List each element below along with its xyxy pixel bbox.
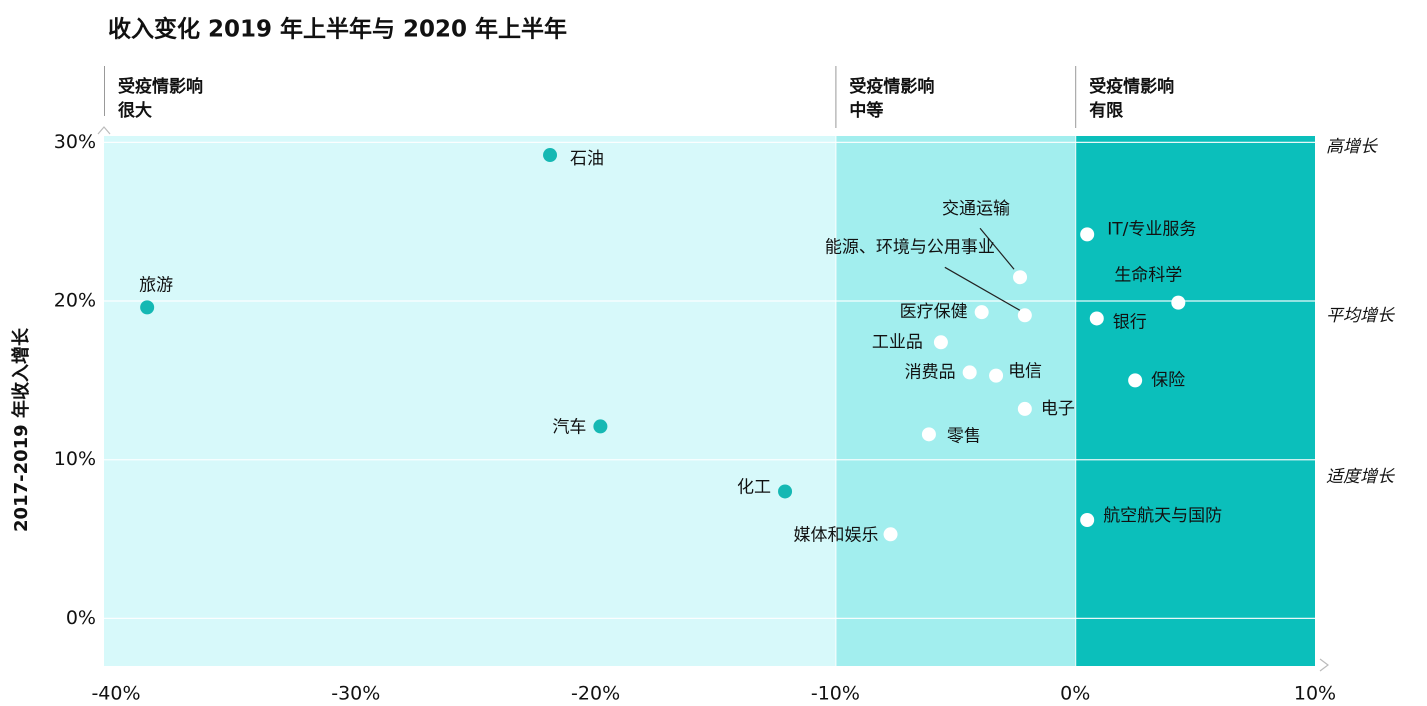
point — [1128, 373, 1143, 388]
point-label: 旅游 — [139, 275, 173, 295]
point-label: 医疗保健 — [900, 302, 968, 322]
point — [933, 335, 948, 350]
annotation: 高增长 — [1326, 137, 1378, 157]
point-label: 生命科学 — [1114, 266, 1182, 286]
point — [1017, 308, 1032, 323]
point — [883, 527, 898, 542]
point — [1171, 295, 1186, 310]
x-tick-label: -10% — [811, 683, 860, 705]
region-label: 受疫情影响 — [118, 76, 203, 97]
point — [1080, 513, 1095, 528]
point-label: 化工 — [737, 477, 771, 497]
annotation: 平均增长 — [1326, 306, 1395, 326]
point-label: 工业品 — [872, 332, 923, 352]
y-tick-label: 10% — [54, 448, 96, 470]
point — [543, 148, 558, 163]
point — [1080, 227, 1095, 242]
chart-title: 收入变化 2019 年上半年与 2020 年上半年 — [108, 16, 567, 43]
point-label: 航空航天与国防 — [1103, 506, 1222, 526]
y-tick-label: 0% — [66, 607, 96, 629]
region-label: 受疫情影响 — [849, 76, 934, 97]
region-label: 受疫情影响 — [1089, 76, 1174, 97]
x-tick-label: -40% — [91, 683, 140, 705]
point-label: 保险 — [1151, 370, 1185, 390]
x-tick-label: -30% — [331, 683, 380, 705]
point-label: 石油 — [570, 149, 604, 169]
point-label: IT/专业服务 — [1107, 219, 1196, 239]
region — [835, 136, 1076, 666]
point — [962, 365, 977, 380]
plot-background — [104, 66, 1315, 666]
region-label: 很大 — [118, 100, 152, 121]
y-axis-label: 2017-2019 年收入增长 — [10, 327, 32, 532]
point-label: 汽车 — [552, 417, 586, 437]
point — [921, 427, 936, 442]
y-tick-label: 20% — [54, 290, 96, 312]
region-label: 有限 — [1089, 100, 1123, 121]
point — [974, 305, 989, 320]
point-label: 零售 — [947, 426, 981, 446]
leader-line — [944, 266, 1021, 311]
annotation: 适度增长 — [1326, 467, 1395, 487]
point-label: 消费品 — [905, 362, 956, 382]
y-tick-label: 30% — [54, 131, 96, 153]
leader-line — [979, 227, 1015, 270]
region — [104, 136, 836, 666]
point — [778, 484, 793, 499]
point-label: 能源、环境与公用事业 — [825, 237, 995, 257]
x-tick-label: 10% — [1294, 683, 1336, 705]
region-label: 中等 — [849, 100, 883, 121]
point — [989, 368, 1004, 383]
point — [1089, 311, 1104, 326]
x-tick-label: -20% — [571, 683, 620, 705]
point-label: 电子 — [1041, 399, 1075, 419]
point-label: 媒体和娱乐 — [794, 525, 879, 545]
region — [1075, 136, 1315, 666]
axis-arrows — [97, 126, 1329, 672]
point-label: 银行 — [1113, 312, 1147, 332]
x-tick-label: 0% — [1060, 683, 1090, 705]
point — [140, 300, 155, 315]
point — [1013, 270, 1028, 285]
point-label: 电信 — [1008, 362, 1042, 382]
point — [1017, 401, 1032, 416]
point-label: 交通运输 — [942, 199, 1010, 219]
point — [593, 419, 608, 434]
